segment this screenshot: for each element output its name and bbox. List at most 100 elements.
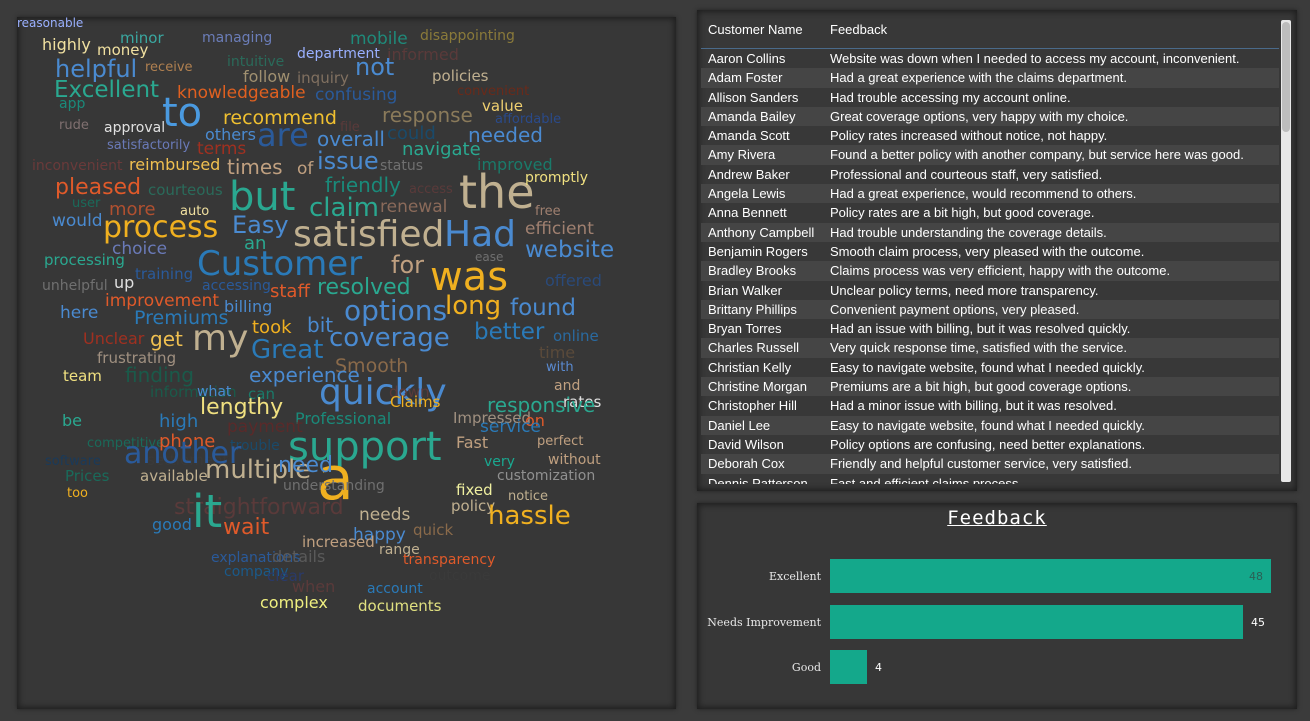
table-row[interactable]: Andrew Baker Professional and courteous s…	[701, 165, 1279, 184]
cell-feedback: Unclear policy terms, need more transpar…	[830, 282, 1099, 298]
wordcloud-word: long	[445, 291, 502, 321]
table-row[interactable]: Anna Bennett Policy rates are a bit high,…	[701, 203, 1279, 222]
table-row[interactable]: Amy Rivera Found a better policy with ano…	[701, 145, 1279, 165]
table-row[interactable]: Amanda Scott Policy rates increased witho…	[701, 126, 1279, 145]
wordcloud-word: responsive	[487, 393, 596, 417]
cell-feedback: Fast and efficient claims process.	[830, 475, 1022, 484]
bar-category-label: Excellent	[769, 570, 821, 583]
cell-customer-name: Aaron Collins	[708, 51, 786, 66]
chart-title: Feedback	[947, 507, 1047, 529]
wordcloud-word: Unclear	[83, 329, 145, 348]
wordcloud-word: improved	[477, 155, 553, 174]
wordcloud-word: claim	[309, 193, 380, 223]
wordcloud-word: file	[340, 120, 360, 135]
cell-feedback: Had a minor issue with billing, but it w…	[830, 398, 1117, 414]
wordcloud-word: offered	[545, 271, 602, 290]
wordcloud-word: coverage	[329, 323, 450, 353]
table-row[interactable]: Aaron Collins Website was down when I nee…	[701, 49, 1279, 68]
wordcloud-word: happy	[353, 525, 406, 545]
column-header-feedback[interactable]: Feedback	[830, 22, 888, 37]
table-row[interactable]: David Wilson Policy options are confusing…	[701, 435, 1279, 454]
wordcloud-word: not	[355, 53, 395, 81]
wordcloud-word: details	[272, 547, 326, 566]
wordcloud-word: processing	[44, 251, 125, 269]
bar-category-label: Good	[791, 661, 821, 674]
table-row[interactable]: Charles Russell Very quick response time,…	[701, 338, 1279, 358]
wordcloud-word: what	[197, 384, 232, 400]
wordcloud-word: Premiums	[134, 307, 229, 329]
scrollbar-thumb[interactable]	[1282, 22, 1290, 132]
wordcloud-word: be	[62, 411, 82, 430]
table-row[interactable]: Daniel Lee Easy to navigate website, foun…	[701, 415, 1279, 435]
table-row[interactable]: Bradley Brooks Claims process was very ef…	[701, 261, 1279, 281]
wordcloud-word: explanations	[211, 550, 301, 566]
table-row[interactable]: Amanda Bailey Great coverage options, ver…	[701, 106, 1279, 127]
cell-customer-name: Allison Sanders	[708, 89, 799, 105]
wordcloud-word: lengthy	[200, 395, 284, 420]
wordcloud-word: unhelpful	[42, 278, 108, 294]
table-row[interactable]: Christine Morgan Premiums are a bit high,…	[701, 377, 1279, 397]
wordcloud-word: customization	[497, 468, 596, 484]
wordcloud-word: frustrating	[97, 349, 177, 367]
wordcloud-word: quick	[413, 521, 454, 539]
wordcloud-word: need	[278, 453, 333, 478]
wordcloud-word: phone	[159, 431, 216, 452]
wordcloud-word: took	[252, 317, 292, 338]
table-row[interactable]: Adam Foster Had a great experience with t…	[701, 68, 1279, 88]
bar-needs-improvement[interactable]	[830, 605, 1243, 639]
wordcloud-word: settlement	[147, 451, 229, 469]
wordcloud-word: high	[159, 411, 199, 432]
bar-excellent[interactable]	[830, 559, 1271, 593]
table-row[interactable]: Brian Walker Unclear policy terms, need m…	[701, 281, 1279, 300]
column-header-customer-name[interactable]: Customer Name	[708, 22, 803, 37]
cell-customer-name: Christian Kelly	[708, 359, 792, 375]
wordcloud-word: mobile	[350, 29, 408, 49]
wordcloud-word: courteous	[148, 181, 223, 199]
wordcloud-word: experience	[249, 363, 360, 387]
wordcloud-word: very	[484, 454, 515, 470]
vertical-scrollbar[interactable]	[1281, 20, 1291, 482]
cell-customer-name: Deborah Cox	[708, 456, 785, 472]
table-row[interactable]: Angela Lewis Had a great experience, woul…	[701, 184, 1279, 204]
cell-feedback: Friendly and helpful customer service, v…	[830, 456, 1133, 472]
wordcloud-word: would	[52, 211, 103, 231]
wordcloud-word: quickly	[319, 372, 447, 413]
table-row[interactable]: Allison Sanders Had trouble accessing my …	[701, 88, 1279, 107]
table-row[interactable]: Benjamin Rogers Smooth claim process, ver…	[701, 242, 1279, 261]
cell-feedback: Easy to navigate website, found what I n…	[830, 359, 1145, 375]
wordcloud-word: available	[140, 467, 208, 485]
cell-feedback: Had a great experience, would recommend …	[830, 186, 1137, 202]
table-row[interactable]: Christian Kelly Easy to navigate website,…	[701, 358, 1279, 377]
word-cloud-panel: highly minor managing mobile disappointing mo…	[17, 17, 676, 709]
cell-customer-name: David Wilson	[708, 436, 784, 452]
wordcloud-word: down	[389, 383, 430, 401]
table-row[interactable]: Brittany Phillips Convenient payment opti…	[701, 299, 1279, 320]
wordcloud-word: bit	[307, 313, 334, 337]
wordcloud-word: times	[227, 155, 283, 179]
table-row[interactable]: Anthony Campbell Had trouble understandin…	[701, 222, 1279, 242]
table-row[interactable]: Christopher Hill Had a minor issue with b…	[701, 396, 1279, 415]
table-row[interactable]: Bryan Torres Had an issue with billing, b…	[701, 319, 1279, 338]
cell-customer-name: Amanda Scott	[708, 128, 790, 144]
cell-feedback: Had trouble accessing my account online.	[830, 89, 1071, 105]
wordcloud-word: satisfactorily	[107, 138, 191, 153]
cell-feedback: Professional and courteous staff, very s…	[830, 166, 1103, 182]
wordcloud-word: efficient	[525, 219, 594, 239]
table-row[interactable]: Dennis Patterson Fast and efficient claim…	[701, 474, 1279, 484]
wordcloud-word: information	[150, 383, 237, 401]
wordcloud-word: complex	[260, 593, 328, 612]
wordcloud-word: issue	[317, 147, 379, 175]
table-body: Aaron Collins Website was down when I nee…	[701, 49, 1279, 484]
cell-customer-name: Brian Walker	[708, 282, 782, 298]
cell-feedback: Policy rates are a bit high, but good co…	[830, 205, 1095, 221]
wordcloud-word: value	[482, 97, 523, 115]
wordcloud-word: outcome	[429, 568, 491, 584]
wordcloud-word: online	[553, 327, 599, 345]
wordcloud-word: friendly	[325, 173, 401, 197]
table-row[interactable]: Deborah Cox Friendly and helpful customer…	[701, 454, 1279, 474]
wordcloud-word: with	[546, 360, 574, 375]
wordcloud-word: app	[59, 96, 86, 112]
cell-customer-name: Christopher Hill	[708, 398, 797, 414]
wordcloud-word: department	[297, 46, 380, 62]
bar-good[interactable]	[830, 650, 867, 684]
